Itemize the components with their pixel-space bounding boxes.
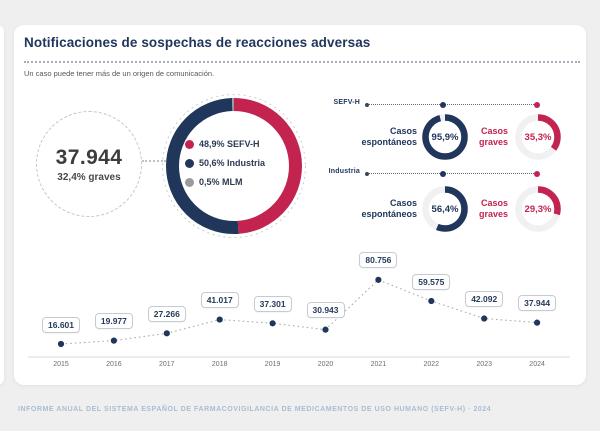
svg-text:2020: 2020 bbox=[318, 361, 334, 368]
legend-item: 50,6% Industria bbox=[185, 156, 265, 170]
legend-label: 48,9% SEFV-H bbox=[199, 139, 260, 149]
spontaneous-marker-dot-icon bbox=[440, 102, 446, 108]
svg-text:2018: 2018 bbox=[212, 361, 228, 368]
gauge-industria-espontaneos bbox=[422, 186, 468, 232]
origin-donut-chart bbox=[162, 94, 306, 238]
gauge-label-spontaneous: Casos espontáneos bbox=[361, 198, 417, 219]
svg-text:2019: 2019 bbox=[265, 361, 281, 368]
page-title: Notificaciones de sospechas de reaccione… bbox=[24, 35, 371, 50]
point-value-label: 41.017 bbox=[200, 292, 239, 309]
mlm-legend-dot-icon bbox=[185, 177, 194, 187]
gauge-label-serious: Casos graves bbox=[478, 198, 508, 219]
page-subtitle: Un caso puede tener más de un origen de … bbox=[24, 69, 215, 78]
point-value-label: 27.266 bbox=[147, 305, 186, 322]
title-divider bbox=[24, 61, 580, 63]
svg-text:2023: 2023 bbox=[476, 361, 492, 368]
total-graves-pct: 32,4% graves bbox=[57, 171, 121, 183]
spontaneous-marker-dot-icon bbox=[440, 171, 446, 177]
gauge-sefvh-espontaneos bbox=[422, 114, 468, 160]
point-value-label: 59.575 bbox=[412, 273, 451, 290]
group-label-industria: Industria bbox=[328, 168, 360, 175]
point-value-label: 37.301 bbox=[253, 295, 292, 312]
report-card: Notificaciones de sospechas de reaccione… bbox=[14, 25, 586, 385]
svg-text:2021: 2021 bbox=[371, 361, 387, 368]
gauge-label-spontaneous: Casos espontáneos bbox=[361, 126, 417, 147]
sefvh-legend-dot-icon bbox=[185, 139, 194, 149]
point-value-label: 30.943 bbox=[306, 302, 345, 319]
point-value-label: 19.977 bbox=[94, 313, 133, 330]
svg-text:2024: 2024 bbox=[529, 361, 545, 368]
serious-marker-dot-icon bbox=[534, 171, 540, 177]
report-footer: INFORME ANUAL DEL SISTEMA ESPAÑOL DE FAR… bbox=[18, 406, 492, 413]
dotted-connector bbox=[142, 160, 166, 162]
svg-text:2016: 2016 bbox=[106, 361, 122, 368]
point-value-label: 42.092 bbox=[465, 291, 504, 307]
total-value: 37.944 bbox=[55, 145, 123, 169]
gauge-value: 29,3% bbox=[524, 203, 552, 215]
group-label-sefvh: SEFV-H bbox=[333, 99, 360, 106]
industria-legend-dot-icon bbox=[185, 158, 194, 168]
group-dotted-line bbox=[366, 173, 538, 174]
legend-item: 0,5% MLM bbox=[185, 175, 243, 189]
point-value-label: 16.601 bbox=[42, 316, 80, 333]
total-notifications-circle: 37.944 32,4% graves bbox=[36, 111, 142, 217]
line-start-dot-icon bbox=[365, 172, 369, 176]
legend-item: 48,9% SEFV-H bbox=[185, 137, 260, 151]
gauge-value: 56,4% bbox=[431, 203, 459, 215]
gauge-industria-graves bbox=[515, 186, 561, 232]
gauge-value: 35,3% bbox=[524, 131, 552, 143]
line-start-dot-icon bbox=[365, 103, 369, 107]
svg-text:2022: 2022 bbox=[424, 361, 440, 368]
svg-text:2015: 2015 bbox=[53, 361, 69, 368]
legend-label: 50,6% Industria bbox=[199, 158, 266, 168]
svg-text:2017: 2017 bbox=[159, 361, 175, 368]
gauge-value: 95,9% bbox=[431, 131, 459, 143]
gauge-sefvh-graves bbox=[515, 114, 561, 160]
gauge-label-serious: Casos graves bbox=[478, 126, 508, 147]
group-dotted-line bbox=[366, 104, 538, 105]
legend-label: 0,5% MLM bbox=[199, 177, 243, 187]
point-value-label: 37.944 bbox=[518, 295, 557, 312]
adjacent-card-edge bbox=[0, 25, 4, 385]
serious-marker-dot-icon bbox=[534, 102, 540, 108]
point-value-label: 80.756 bbox=[359, 252, 398, 269]
